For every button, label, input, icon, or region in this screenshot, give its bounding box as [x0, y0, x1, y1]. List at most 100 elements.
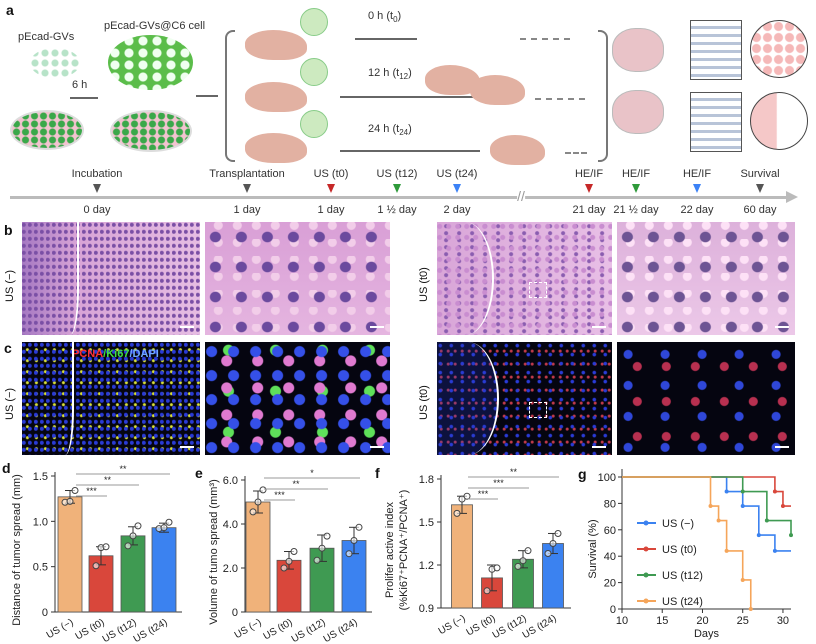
injection-icon	[300, 58, 328, 86]
data-point	[160, 524, 168, 532]
timeline-event-label: Transplantation	[209, 168, 285, 180]
bar	[245, 501, 271, 613]
down-arrow-icon	[693, 184, 701, 193]
timeline-event-label: HE/IF	[682, 168, 712, 180]
vesicles-icon	[30, 48, 80, 78]
y-tick-label: 4.0	[223, 519, 238, 531]
down-arrow-icon	[93, 184, 101, 193]
incubation-time-label: 6 h	[72, 79, 88, 91]
timeline-arrowhead-icon	[786, 191, 798, 203]
scale-bar	[592, 446, 606, 448]
significance-label: **	[104, 475, 112, 485]
x-tick-label: US (t24)	[322, 617, 360, 644]
significance-label: **	[510, 467, 518, 477]
data-point	[355, 523, 363, 531]
brain-icon	[612, 28, 664, 72]
data-point	[71, 487, 79, 495]
panel-label-e: e	[195, 465, 203, 481]
pecad-gvs-c6-label: pEcad-GVs@C6 cell	[104, 20, 206, 32]
scale-bar	[180, 446, 194, 448]
x-tick-label: US (t0)	[262, 617, 295, 642]
data-point	[493, 564, 501, 572]
he-image-us-t0	[437, 222, 612, 335]
x-tick-label: 30	[777, 615, 789, 627]
timeline-day-label: 21 ½ day	[613, 204, 659, 216]
panel-label-g: g	[578, 466, 587, 482]
timeline-event-label: US (t24)	[436, 168, 478, 180]
y-tick-label: 1.5	[33, 471, 48, 483]
censor-point	[772, 548, 777, 553]
x-tick-label: 25	[737, 615, 749, 627]
tumor-border-line	[437, 342, 499, 455]
bracket-icon	[598, 30, 608, 162]
stain-legend: PCNA/Ki67/DAPI	[72, 348, 159, 360]
y-tick-label: 20	[604, 578, 616, 590]
y-tick-label: 6.0	[223, 475, 238, 487]
injection-icon	[300, 8, 328, 36]
y-axis-label-secondary: (%Ki67⁺PCNA⁺/PCNA⁺)	[398, 490, 410, 611]
censor-point	[748, 607, 753, 611]
bar	[451, 504, 473, 609]
pecad-gvs-label: pEcad-GVs	[18, 31, 75, 43]
down-arrow-icon	[632, 184, 640, 193]
data-point	[554, 529, 562, 537]
down-arrow-icon	[243, 184, 251, 193]
y-tick-label: 60	[604, 525, 616, 537]
bar	[151, 527, 177, 613]
timeline-event-label: HE/IF	[574, 168, 604, 180]
data-point	[280, 564, 288, 572]
y-tick-label: 0	[232, 607, 238, 619]
x-tick-label: US (t24)	[521, 613, 559, 641]
bar	[120, 535, 146, 613]
y-tick-label: 80	[604, 498, 616, 510]
arrow-icon	[196, 95, 218, 97]
tumor-border-line	[437, 222, 494, 335]
data-point	[524, 547, 532, 555]
x-tick-label: US (−)	[45, 617, 76, 641]
significance-label: ***	[274, 490, 285, 500]
legend-marker	[643, 520, 649, 526]
x-tick-label: US (−)	[233, 617, 264, 641]
data-point	[519, 557, 527, 565]
down-arrow-icon	[756, 184, 764, 193]
scale-bar	[180, 326, 194, 328]
petri-dish-icon	[110, 110, 192, 152]
data-point	[514, 562, 522, 570]
significance-label: ***	[86, 486, 97, 496]
x-tick-label: US (−)	[437, 613, 468, 637]
arrow-icon	[340, 150, 480, 152]
y-tick-label: 40	[604, 551, 616, 563]
timeline-event-label: HE/IF	[621, 168, 651, 180]
y-tick-label: 2.0	[223, 563, 238, 575]
if-image-us-minus-zoom	[205, 342, 390, 455]
bar	[57, 496, 83, 613]
brain-slices-icon	[690, 92, 742, 152]
timeline-day-label: 60 day	[743, 204, 777, 216]
significance-label: ***	[493, 478, 504, 488]
panel-label-f: f	[375, 465, 380, 481]
timeline-day-label: 1 ½ day	[377, 204, 417, 216]
timeline-event-label: US (t12)	[376, 168, 418, 180]
data-point	[483, 587, 491, 595]
y-tick-label: 1.8	[419, 474, 434, 486]
if-image-us-t0-zoom	[617, 342, 795, 455]
timeline-day-label: 2 day	[443, 204, 471, 216]
down-arrow-icon	[327, 184, 335, 193]
x-tick-label: US (t24)	[132, 617, 170, 644]
y-tick-label: 100	[598, 472, 616, 484]
data-point	[549, 540, 557, 547]
legend-marker	[643, 546, 649, 552]
data-point	[544, 550, 552, 558]
significance-label: *	[310, 468, 314, 478]
data-point	[463, 492, 471, 500]
data-point	[124, 542, 132, 550]
censor-point	[708, 504, 713, 509]
zoom-region-box	[529, 402, 547, 418]
censor-point	[724, 548, 729, 553]
he-image-us-minus	[22, 222, 200, 335]
c6-cell-icon	[108, 35, 193, 90]
data-point	[129, 532, 137, 540]
arrow-icon	[340, 96, 475, 98]
